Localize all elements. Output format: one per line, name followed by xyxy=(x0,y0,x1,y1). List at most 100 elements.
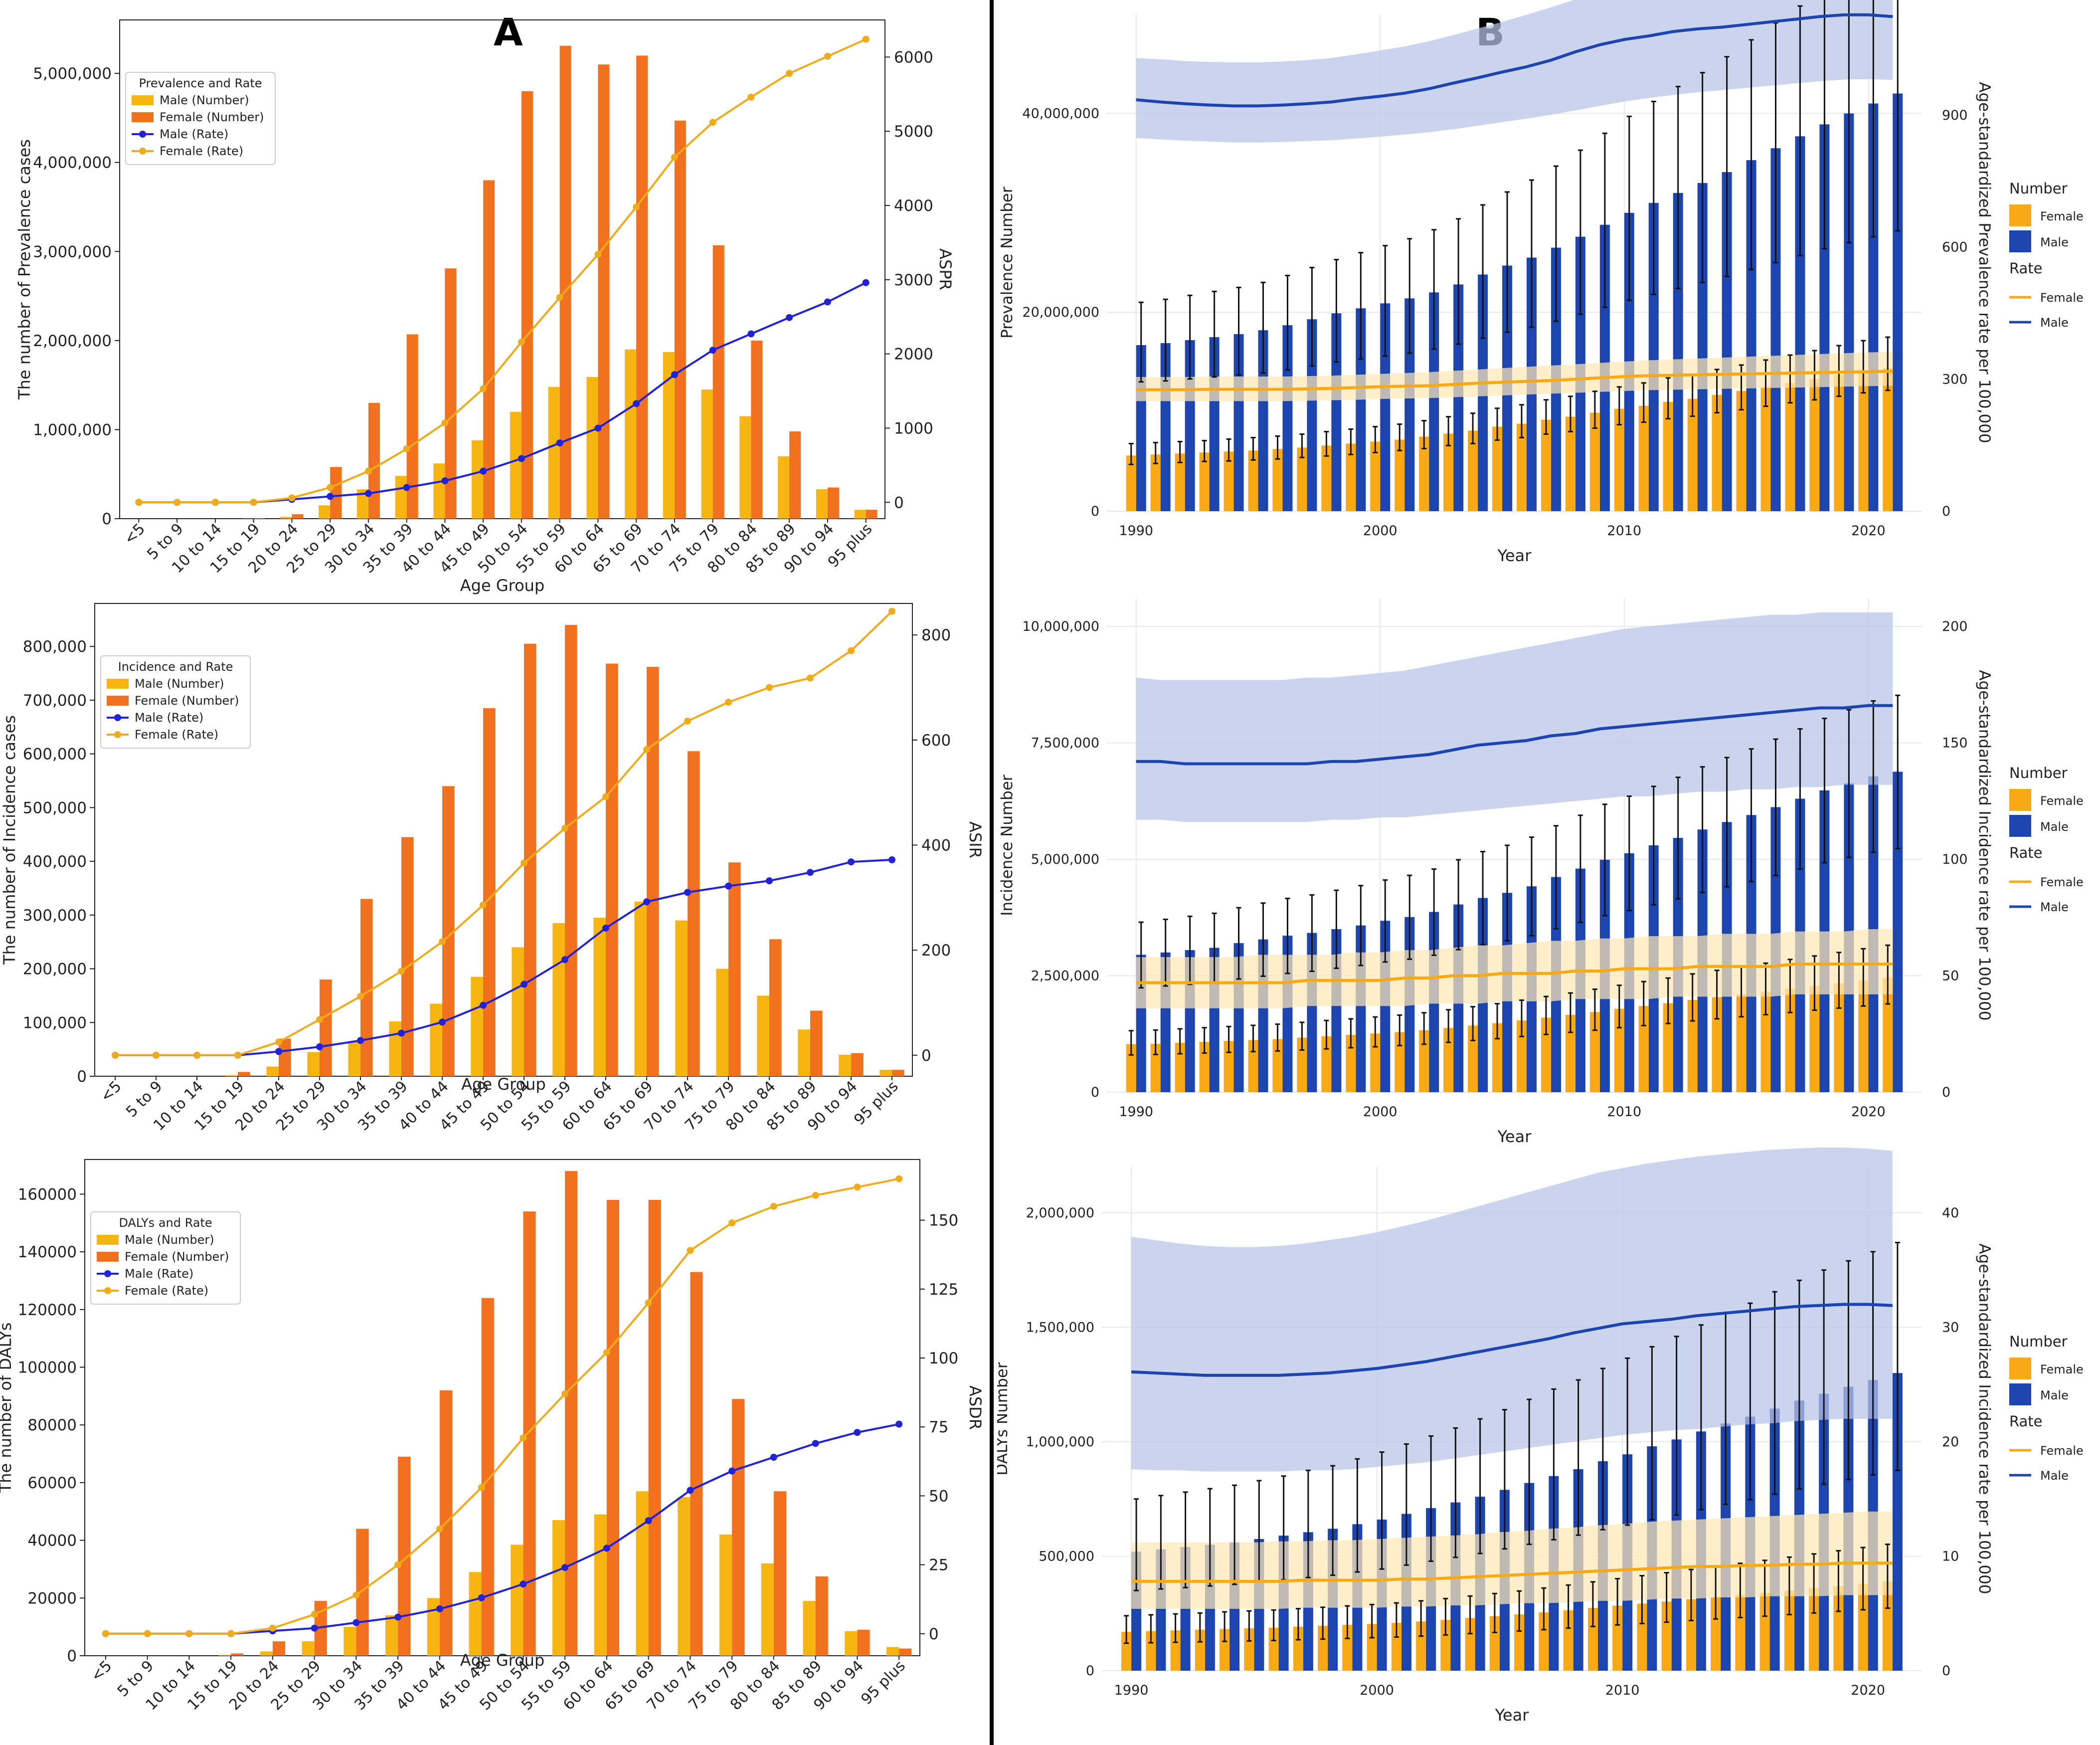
bar-male-2021 xyxy=(1893,772,1903,1092)
bar-male-5 xyxy=(307,1052,320,1076)
rate-line-female xyxy=(1136,370,1893,391)
rate-point-male-11 xyxy=(561,956,568,964)
bar-male-11 xyxy=(552,1520,565,1656)
bar-female-13 xyxy=(648,1199,661,1656)
legend: Incidence and Rate Male (Number) Female (N… xyxy=(100,655,251,749)
bar-female-10 xyxy=(524,643,536,1076)
legend-label: Male xyxy=(2040,820,2069,834)
bar-female-2007 xyxy=(1541,1017,1551,1092)
x-axis-title: Age Group xyxy=(460,576,544,595)
rate-point-male-12 xyxy=(603,1545,610,1552)
bar-female-2018 xyxy=(1809,379,1820,511)
bar-female-2013 xyxy=(1687,1000,1698,1092)
legend-label: Female xyxy=(2040,794,2084,808)
bar-female-1993 xyxy=(1199,1042,1210,1092)
bar-male-15 xyxy=(701,389,713,519)
bar-female-15 xyxy=(712,245,724,519)
bar-female-18 xyxy=(857,1629,870,1656)
bar-female-2016 xyxy=(1760,991,1771,1092)
rate-point-female-12 xyxy=(594,251,602,258)
bar-female-2016 xyxy=(1760,387,1771,511)
bar-male-13 xyxy=(634,901,647,1076)
rate-point-female-14 xyxy=(687,1247,694,1254)
bar-male-19 xyxy=(854,510,866,519)
bar-female-1993 xyxy=(1195,1629,1205,1671)
rate-point-female-19 xyxy=(862,35,870,43)
legend-swatch xyxy=(2009,815,2031,837)
rate-point-female-1 xyxy=(153,1051,160,1059)
bar-male-19 xyxy=(879,1070,892,1076)
bar-female-14 xyxy=(674,120,686,519)
bar-female-2009 xyxy=(1589,1012,1600,1092)
bar-male-4 xyxy=(266,1066,279,1076)
bar-male-4 xyxy=(260,1651,273,1656)
rate-point-female-9 xyxy=(480,901,487,909)
legend-label: Male (Number) xyxy=(160,93,249,107)
legend-label: Female (Number) xyxy=(160,110,264,124)
legend: Number Female Male Rate Female Male xyxy=(2009,765,2084,914)
y-tick-label: 2,500,000 xyxy=(1031,969,1099,984)
bar-female-2011 xyxy=(1638,405,1649,511)
y-tick-label: 140000 xyxy=(18,1243,77,1261)
rate-point-female-19 xyxy=(895,1175,903,1182)
rate-point-male-17 xyxy=(786,314,793,321)
rate-point-male-18 xyxy=(824,298,831,306)
rate-point-male-19 xyxy=(888,856,895,864)
rate-point-female-14 xyxy=(684,717,691,725)
y2-tick-label: 900 xyxy=(1942,108,1968,123)
rate-point-female-5 xyxy=(316,1016,323,1023)
bar-female-2021 xyxy=(1883,977,1893,1092)
legend-swatch xyxy=(2009,204,2031,226)
y2-tick-label: 0 xyxy=(921,1047,931,1065)
y-tick-label: 500,000 xyxy=(1039,1549,1094,1564)
bar-female-13 xyxy=(647,667,659,1076)
rate-point-female-4 xyxy=(275,1038,282,1046)
bar-female-1990 xyxy=(1121,1631,1132,1671)
bar-male-2020 xyxy=(1868,103,1879,511)
bar-female-1998 xyxy=(1321,1036,1332,1092)
legend-title-rate: Rate xyxy=(2009,260,2043,277)
x-tick-label: 2000 xyxy=(1363,523,1398,539)
bar-male-2014 xyxy=(1722,172,1732,511)
y-tick-label: 0 xyxy=(1086,1663,1094,1679)
bar-male-17 xyxy=(778,456,790,519)
bar-female-2001 xyxy=(1391,1623,1401,1671)
bar-female-1999 xyxy=(1346,443,1356,511)
y-tick-label: 7,500,000 xyxy=(1031,736,1099,751)
rate-line-female xyxy=(1131,1561,1893,1583)
legend-marker xyxy=(104,1287,111,1294)
y-tick-label: 60000 xyxy=(27,1474,77,1492)
legend-swatch xyxy=(2009,1383,2031,1405)
bar-female-2013 xyxy=(1687,398,1698,511)
x-tick-label: 2010 xyxy=(1605,1683,1640,1698)
year-chart-B2: 1990 2000 2010 202002,500,0005,000,0007,500… xyxy=(998,598,2084,1146)
bar-female-2010 xyxy=(1612,1605,1623,1671)
rate-point-female-1 xyxy=(144,1630,151,1637)
y-tick-label: 100000 xyxy=(18,1359,77,1377)
rate-point-female-18 xyxy=(854,1183,861,1191)
bar-male-12 xyxy=(593,918,606,1076)
rate-point-female-9 xyxy=(478,1484,485,1491)
bar-male-13 xyxy=(636,1491,649,1656)
x-tick-label: 2010 xyxy=(1607,1104,1641,1120)
bar-female-12 xyxy=(606,1199,619,1656)
bar-female-2008 xyxy=(1565,416,1575,511)
rate-point-male-7 xyxy=(403,484,410,491)
bar-male-15 xyxy=(716,969,728,1076)
rate-point-male-14 xyxy=(687,1487,694,1494)
rate-point-female-3 xyxy=(250,499,257,506)
y-tick-label: 20000 xyxy=(27,1589,77,1607)
bar-female-2001 xyxy=(1395,439,1405,511)
y-tick-label: 4,000,000 xyxy=(33,154,112,172)
bar-female-14 xyxy=(690,1272,703,1656)
bar-female-1995 xyxy=(1248,1040,1258,1092)
bar-male-14 xyxy=(675,920,688,1076)
rate-point-female-15 xyxy=(709,119,716,126)
bar-female-1990 xyxy=(1126,455,1136,511)
legend: Number Female Male Rate Female Male xyxy=(2009,180,2084,330)
bar-female-1991 xyxy=(1150,1043,1161,1092)
y2-tick-label: 600 xyxy=(1942,240,1968,255)
age-chart-A3: 0 20000 40000 60000 80000 100000 120000 140000 1… xyxy=(0,1159,985,1714)
rate-point-female-10 xyxy=(518,338,525,346)
bar-male-18 xyxy=(845,1631,858,1656)
